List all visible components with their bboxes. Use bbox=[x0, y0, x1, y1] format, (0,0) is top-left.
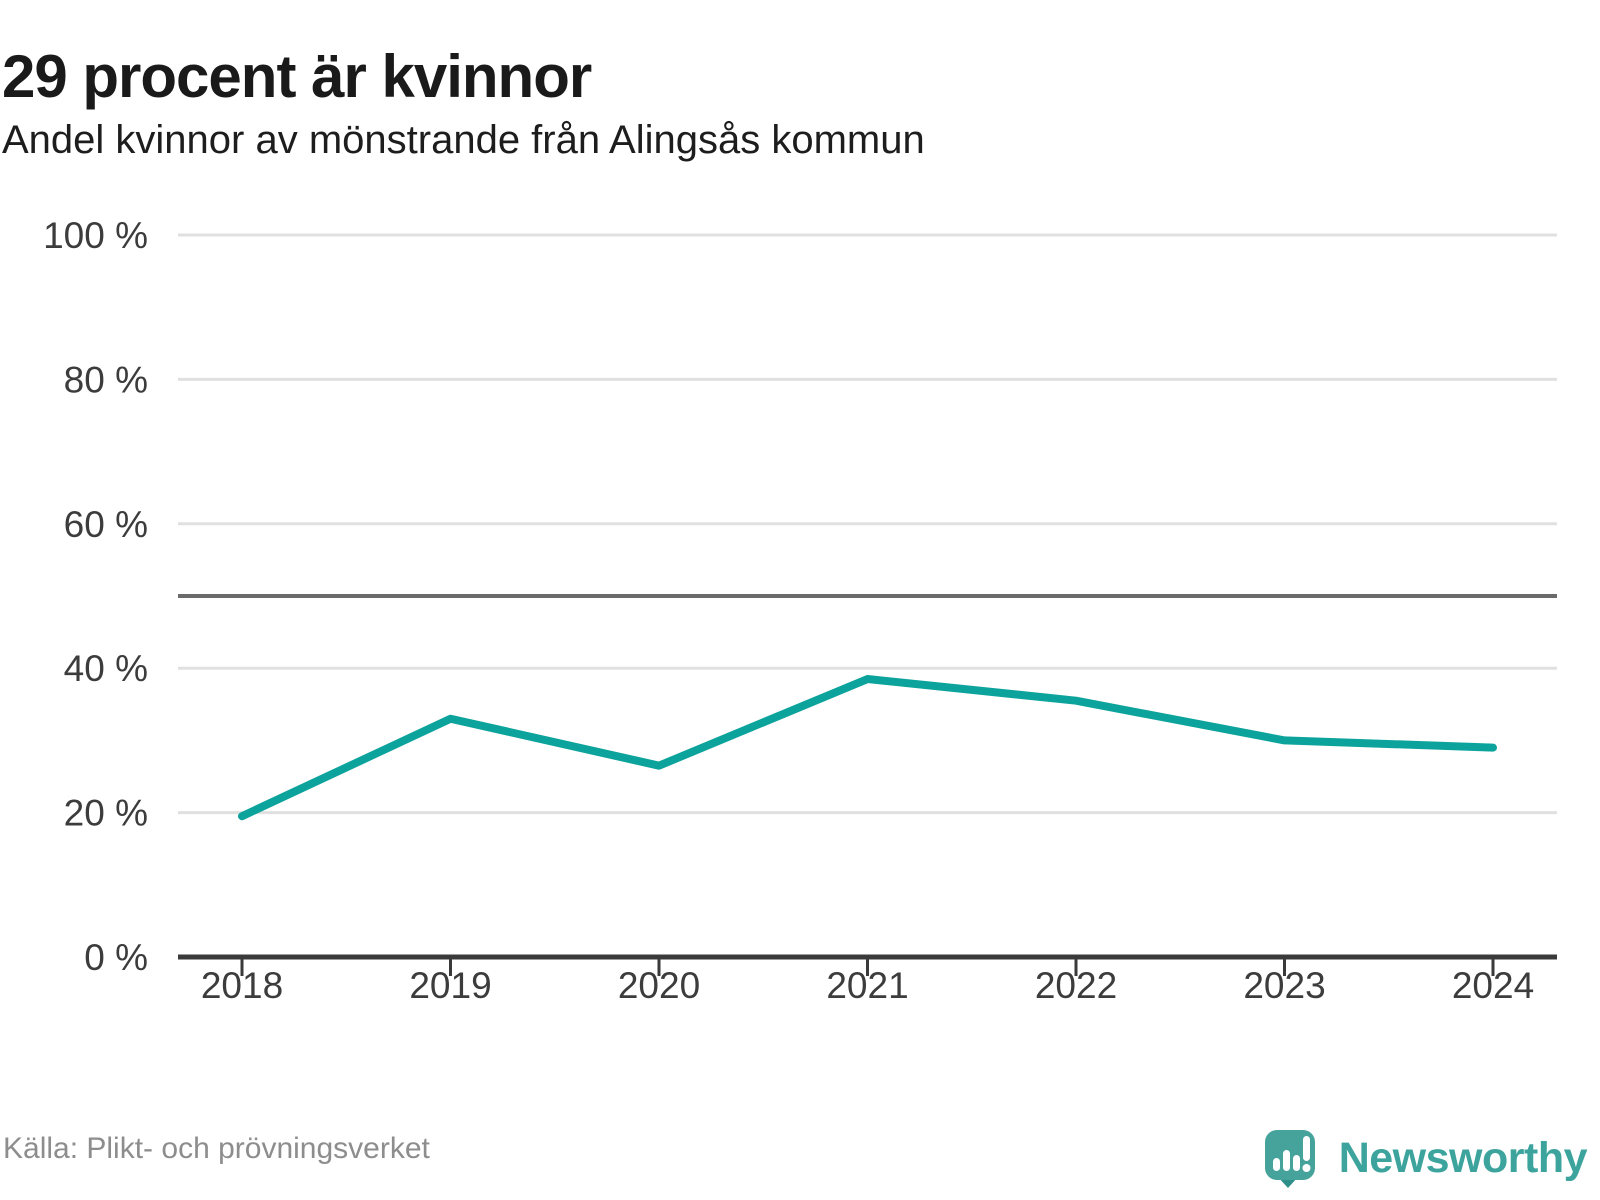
y-tick-label-80: 80 % bbox=[64, 359, 148, 400]
y-tick-label-0: 0 % bbox=[84, 937, 148, 978]
newsworthy-logo: Newsworthy bbox=[1263, 1128, 1588, 1188]
newsworthy-wordmark: Newsworthy bbox=[1338, 1133, 1588, 1182]
x-tick-label-2018: 2018 bbox=[201, 965, 283, 1006]
newsworthy-bubble-chart-icon bbox=[1264, 1130, 1315, 1188]
x-tick-label-2022: 2022 bbox=[1035, 965, 1117, 1006]
bar-1 bbox=[1272, 1158, 1280, 1171]
y-tick-label-100: 100 % bbox=[43, 215, 148, 256]
x-tick-label-2024: 2024 bbox=[1452, 965, 1534, 1006]
source-note: Källa: Plikt- och prövningsverket bbox=[3, 1132, 430, 1165]
y-tick-label-40: 40 % bbox=[64, 648, 148, 689]
x-tick-label-2020: 2020 bbox=[618, 965, 700, 1006]
chart-subtitle: Andel kvinnor av mönstrande från Alingså… bbox=[2, 118, 925, 162]
exclamation-bar bbox=[1302, 1136, 1310, 1161]
x-tick-label-2023: 2023 bbox=[1243, 965, 1325, 1006]
x-tick-label-2019: 2019 bbox=[409, 965, 491, 1006]
series-line-andel-kvinnor bbox=[238, 675, 1497, 821]
y-tick-label-60: 60 % bbox=[64, 504, 148, 545]
bar-3 bbox=[1292, 1155, 1300, 1171]
chart-title: 29 procent är kvinnor bbox=[2, 43, 592, 111]
exclamation-dot bbox=[1302, 1164, 1311, 1172]
bar-2 bbox=[1282, 1150, 1290, 1171]
x-tick-label-2021: 2021 bbox=[826, 965, 908, 1006]
y-tick-label-20: 20 % bbox=[64, 793, 148, 834]
